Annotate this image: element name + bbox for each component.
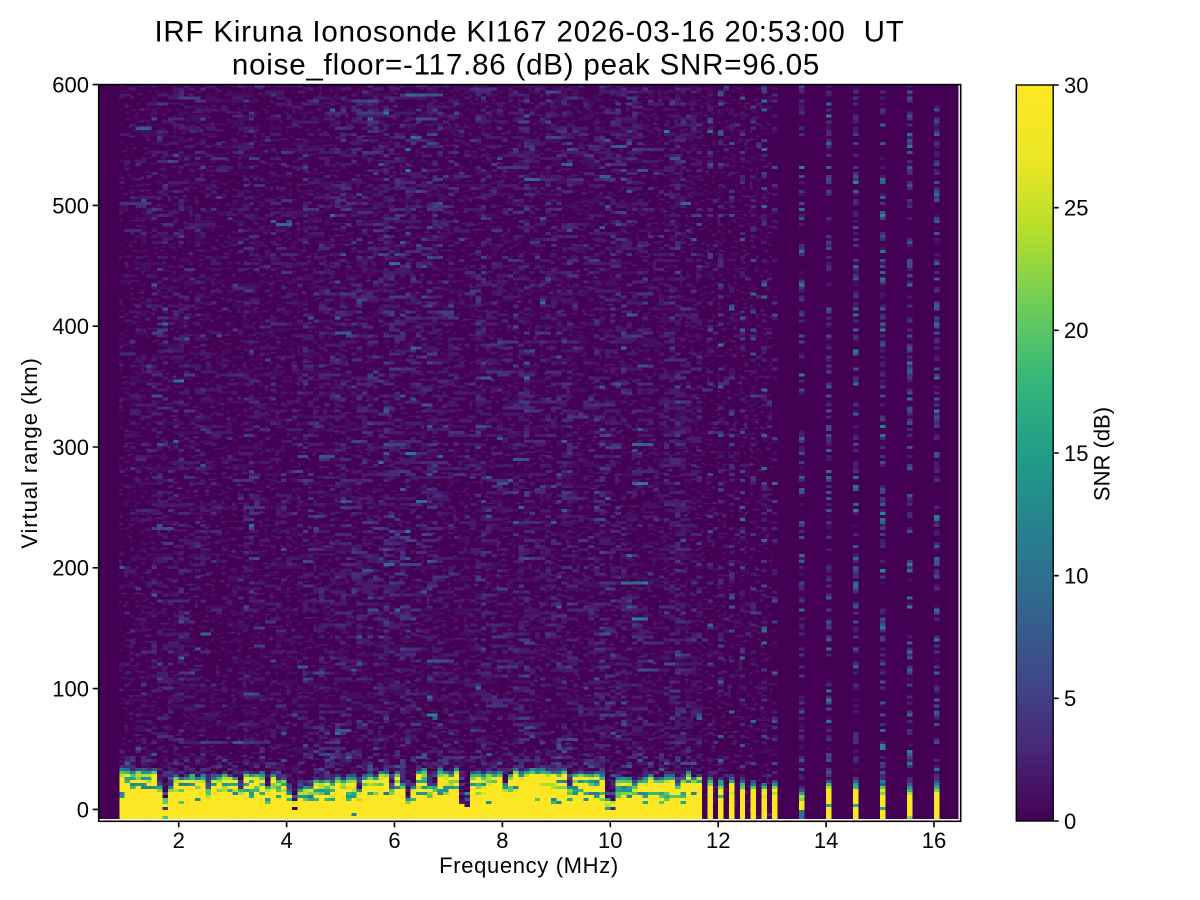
svg-text:Frequency (MHz): Frequency (MHz) bbox=[439, 853, 619, 878]
svg-text:500: 500 bbox=[52, 193, 89, 218]
svg-text:25: 25 bbox=[1064, 196, 1088, 221]
svg-text:IRF Kiruna Ionosonde KI167 202: IRF Kiruna Ionosonde KI167 2026-03-16 20… bbox=[154, 16, 904, 49]
svg-text:SNR (dB): SNR (dB) bbox=[1090, 407, 1115, 501]
svg-text:0: 0 bbox=[77, 797, 89, 822]
svg-text:16: 16 bbox=[922, 828, 946, 853]
svg-text:12: 12 bbox=[706, 828, 730, 853]
svg-text:400: 400 bbox=[52, 314, 89, 339]
svg-text:2: 2 bbox=[173, 828, 185, 853]
svg-text:Virtual range (km): Virtual range (km) bbox=[17, 357, 42, 549]
svg-text:300: 300 bbox=[52, 435, 89, 460]
svg-text:0: 0 bbox=[1064, 809, 1076, 834]
svg-text:15: 15 bbox=[1064, 441, 1088, 466]
svg-text:10: 10 bbox=[598, 828, 622, 853]
svg-text:14: 14 bbox=[814, 828, 838, 853]
svg-text:10: 10 bbox=[1064, 564, 1088, 589]
svg-text:8: 8 bbox=[496, 828, 508, 853]
svg-text:30: 30 bbox=[1064, 73, 1088, 98]
svg-text:4: 4 bbox=[280, 828, 292, 853]
svg-text:100: 100 bbox=[52, 677, 89, 702]
svg-text:20: 20 bbox=[1064, 318, 1088, 343]
svg-text:200: 200 bbox=[52, 556, 89, 581]
svg-text:6: 6 bbox=[388, 828, 400, 853]
svg-text:600: 600 bbox=[52, 73, 89, 98]
svg-text:noise_floor=-117.86 (dB) peak: noise_floor=-117.86 (dB) peak SNR=96.05 bbox=[232, 49, 820, 82]
svg-text:5: 5 bbox=[1064, 686, 1076, 711]
